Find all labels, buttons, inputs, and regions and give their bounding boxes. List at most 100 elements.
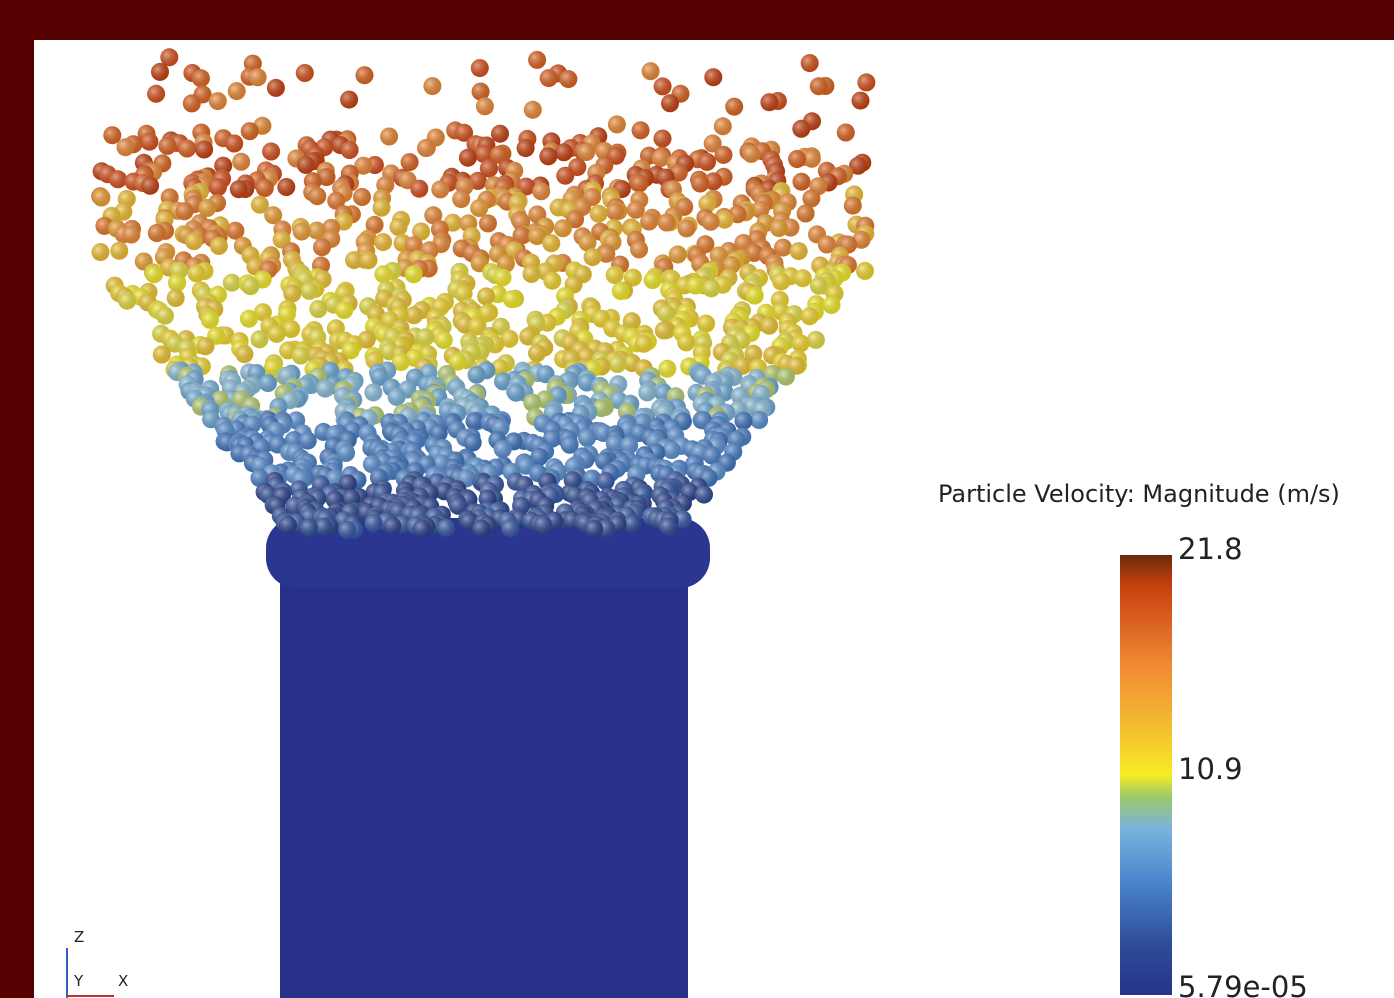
particle — [140, 133, 158, 151]
particle — [195, 141, 213, 159]
particle — [659, 518, 677, 536]
particle — [472, 520, 490, 538]
particle — [687, 277, 705, 295]
particle — [528, 51, 546, 69]
particle — [654, 130, 672, 148]
particle — [468, 366, 486, 384]
particle — [316, 380, 334, 398]
particle — [528, 344, 546, 362]
particle — [293, 223, 311, 241]
particle — [807, 331, 825, 349]
particle — [141, 177, 159, 195]
particle — [380, 128, 398, 146]
particle — [340, 91, 358, 109]
particle — [156, 307, 174, 325]
particle — [597, 472, 615, 490]
particle — [110, 242, 128, 260]
particle — [117, 138, 135, 156]
particle — [147, 85, 165, 103]
particle — [209, 92, 227, 110]
particle — [695, 486, 713, 504]
particle — [374, 233, 392, 251]
particle — [663, 441, 681, 459]
particle — [452, 190, 470, 208]
particle — [501, 519, 519, 537]
particle — [225, 135, 243, 153]
particle — [704, 68, 722, 86]
particle — [390, 218, 408, 236]
particle — [167, 289, 185, 307]
particle — [109, 170, 127, 188]
particle — [313, 238, 331, 256]
particle — [534, 516, 552, 534]
particle — [654, 77, 672, 95]
particle — [192, 69, 210, 87]
particle — [856, 262, 874, 280]
particle — [230, 180, 248, 198]
axis-label-y: Y — [74, 972, 83, 990]
particle — [241, 122, 259, 140]
particle — [178, 140, 196, 158]
particle — [725, 98, 743, 116]
particle — [788, 150, 806, 168]
particle — [365, 514, 383, 532]
particle — [374, 265, 392, 283]
particle — [259, 374, 277, 392]
particle — [364, 383, 382, 401]
particle — [308, 187, 326, 205]
particle — [251, 330, 269, 348]
particle — [630, 240, 648, 258]
particle — [559, 70, 577, 88]
particle — [638, 383, 656, 401]
colorbar-max: 21.8 — [1178, 532, 1243, 566]
colorbar-mid: 10.9 — [1178, 752, 1243, 786]
particle — [735, 412, 753, 430]
particle — [772, 273, 790, 291]
particle — [437, 519, 455, 537]
particle — [151, 63, 169, 81]
particle — [669, 246, 687, 264]
particle — [283, 285, 301, 303]
particle — [341, 141, 359, 159]
particle — [857, 73, 875, 91]
particle — [413, 520, 431, 538]
particle — [577, 143, 595, 161]
particle — [507, 384, 525, 402]
particle — [844, 197, 862, 215]
particle — [223, 274, 241, 292]
particle — [201, 311, 219, 329]
axis-label-x: X — [118, 972, 128, 990]
particle — [262, 143, 280, 161]
page-body: Particle Velocity: Magnitude (m/s) 21.8 … — [0, 0, 1394, 998]
container-body — [280, 575, 688, 998]
particle — [793, 173, 811, 191]
particle — [479, 214, 497, 232]
particle — [232, 153, 250, 171]
particle — [356, 66, 374, 84]
particle — [532, 182, 550, 200]
particle — [630, 175, 648, 193]
particle — [539, 147, 557, 165]
particle — [471, 59, 489, 77]
particle — [608, 115, 626, 133]
particle — [410, 180, 428, 198]
particle — [644, 271, 662, 289]
particle — [801, 54, 819, 72]
particle — [584, 248, 602, 266]
particle — [677, 333, 695, 351]
particle — [760, 317, 778, 335]
particle — [309, 300, 327, 318]
particle — [585, 520, 603, 538]
particle — [300, 519, 318, 537]
particle — [279, 516, 297, 534]
particle — [640, 213, 658, 231]
particles — [91, 48, 875, 539]
particle — [210, 237, 228, 255]
particle — [405, 265, 423, 283]
particle — [542, 234, 560, 252]
particle — [435, 331, 453, 349]
particle — [555, 143, 573, 161]
particle — [503, 290, 521, 308]
legend-title: Particle Velocity: Magnitude (m/s) — [938, 480, 1340, 508]
particle — [777, 368, 795, 386]
